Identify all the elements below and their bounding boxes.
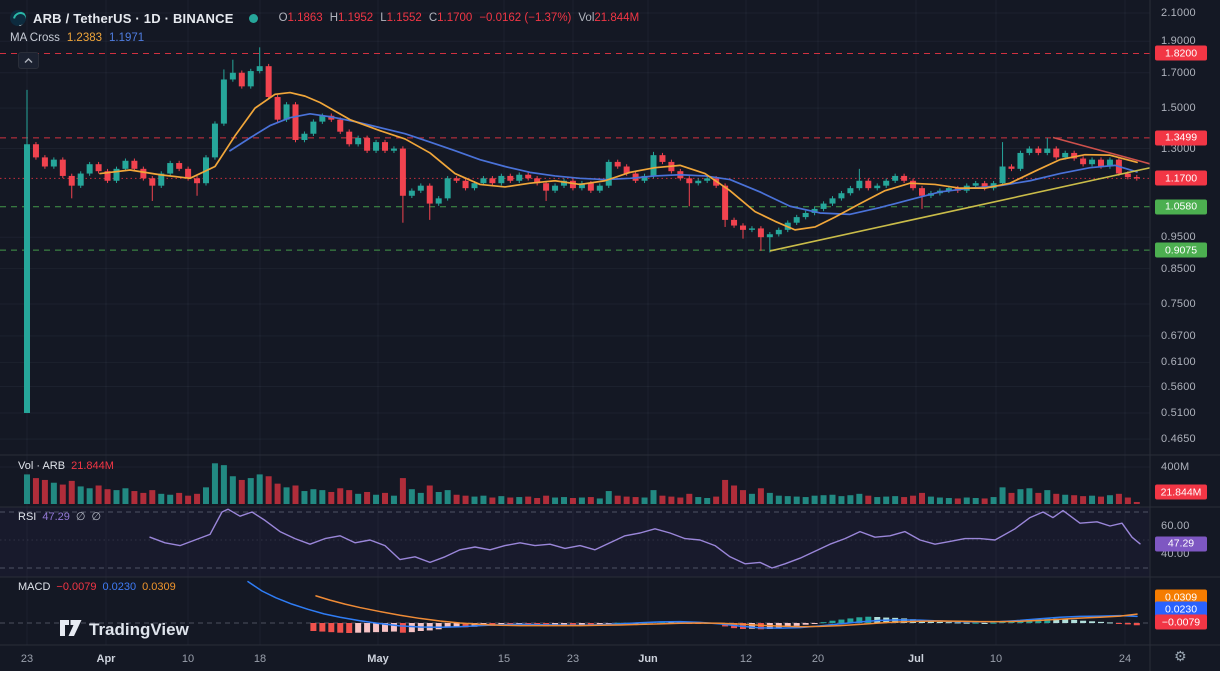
time-axis-label: 24	[1119, 653, 1131, 665]
time-axis-label: 10	[990, 653, 1002, 665]
change-readout: −0.0162 (−1.37%)	[479, 12, 572, 24]
page-margin	[0, 671, 1220, 680]
price-tick: 0.9500	[1161, 231, 1196, 244]
tradingview-logo-icon	[60, 620, 82, 636]
price-tick: 1.5000	[1161, 102, 1196, 115]
rsi-badge: 47.29	[1155, 536, 1207, 552]
price-tick: 1.9000	[1161, 35, 1196, 48]
macd-hist-value: −0.0079	[56, 581, 97, 593]
volume-pane-legend[interactable]: Vol · ARB 21.844M	[18, 460, 114, 472]
volume-pane-value: 21.844M	[71, 460, 114, 472]
tradingview-watermark: TradingView	[60, 620, 189, 640]
macd-signal-value: 0.0309	[142, 581, 176, 593]
rsi-pane-legend[interactable]: RSI 47.29 ∅ ∅	[18, 510, 102, 524]
price-tick: 0.5100	[1161, 406, 1196, 419]
symbol-logo-icon	[10, 10, 26, 26]
price-axis[interactable]: 2.1000 1.9000 1.7000 1.5000 1.3000 0.9500 0.85…	[1150, 0, 1220, 671]
rsi-toggle-icon[interactable]: ∅	[75, 511, 86, 523]
price-level-badge: 1.3499	[1155, 130, 1207, 146]
time-axis-label: 23	[567, 653, 579, 665]
volume-pane-label: Vol · ARB	[18, 460, 66, 472]
tradingview-brand-text: TradingView	[89, 620, 189, 639]
time-axis-label: 15	[498, 653, 510, 665]
price-tick: 2.1000	[1161, 7, 1196, 20]
rsi-toggle-icon[interactable]: ∅	[91, 511, 102, 523]
volume-badge: 21.844M	[1155, 484, 1207, 500]
macd-badge: 0.0230	[1155, 601, 1207, 617]
price-tick: 0.4650	[1161, 433, 1196, 446]
price-level-badge: 0.9075	[1155, 242, 1207, 258]
price-tick: 1.3000	[1161, 142, 1196, 155]
chevron-up-icon	[24, 57, 33, 63]
symbol-title[interactable]: ARB / TetherUS · 1D · BINANCE	[33, 10, 234, 26]
price-level-badge: 1.1700	[1155, 170, 1207, 186]
price-tick: 0.7500	[1161, 297, 1196, 310]
rsi-pane-label: RSI	[18, 510, 37, 523]
macd-badge: −0.0079	[1155, 614, 1207, 630]
price-tick: 0.6700	[1161, 329, 1196, 342]
time-axis-label: 20	[812, 653, 824, 665]
time-axis-label: Apr	[97, 653, 117, 665]
volume-tick: 400M	[1161, 461, 1190, 473]
macd-badge: 0.0309	[1155, 589, 1207, 605]
macd-line-value: 0.0230	[102, 581, 137, 593]
time-axis-label: 12	[740, 653, 752, 665]
market-status-dot-icon	[248, 13, 258, 23]
rsi-tick: 60.00	[1161, 520, 1190, 532]
collapse-legend-button[interactable]	[18, 52, 39, 69]
ma-cross-label: MA Cross	[10, 32, 60, 44]
price-level-badge: 1.8200	[1155, 45, 1207, 61]
chart-legend: ARB / TetherUS · 1D · BINANCE O1.1863 H1…	[10, 8, 639, 44]
price-tick: 1.7000	[1161, 66, 1196, 79]
price-tick: 0.6100	[1161, 356, 1196, 369]
price-tick: 0.8500	[1161, 262, 1196, 275]
ma-slow-value: 1.1971	[109, 32, 145, 44]
ma-fast-value: 1.2383	[66, 32, 103, 44]
price-level-badge: 1.0580	[1155, 199, 1207, 215]
time-axis-label: Jul	[908, 653, 924, 665]
time-axis-label: Jun	[638, 653, 658, 665]
time-axis-label: 10	[182, 653, 194, 665]
time-axis-label: 18	[254, 653, 266, 665]
price-tick: 0.5600	[1161, 380, 1196, 393]
macd-pane-label: MACD	[18, 581, 51, 593]
ma-cross-legend[interactable]: MA Cross 1.2383 1.1971	[10, 32, 639, 44]
ohlc-readout: O1.1863 H1.1952 L1.1552 C1.1700 −0.0162 …	[278, 12, 640, 24]
macd-pane-legend[interactable]: MACD −0.0079 0.0230 0.0309	[18, 581, 176, 593]
rsi-pane-value: 47.29	[42, 510, 70, 523]
time-axis-label: May	[367, 653, 389, 665]
time-axis-label: 23	[21, 653, 33, 665]
axis-settings-gear-icon[interactable]: ⚙	[1174, 648, 1187, 664]
